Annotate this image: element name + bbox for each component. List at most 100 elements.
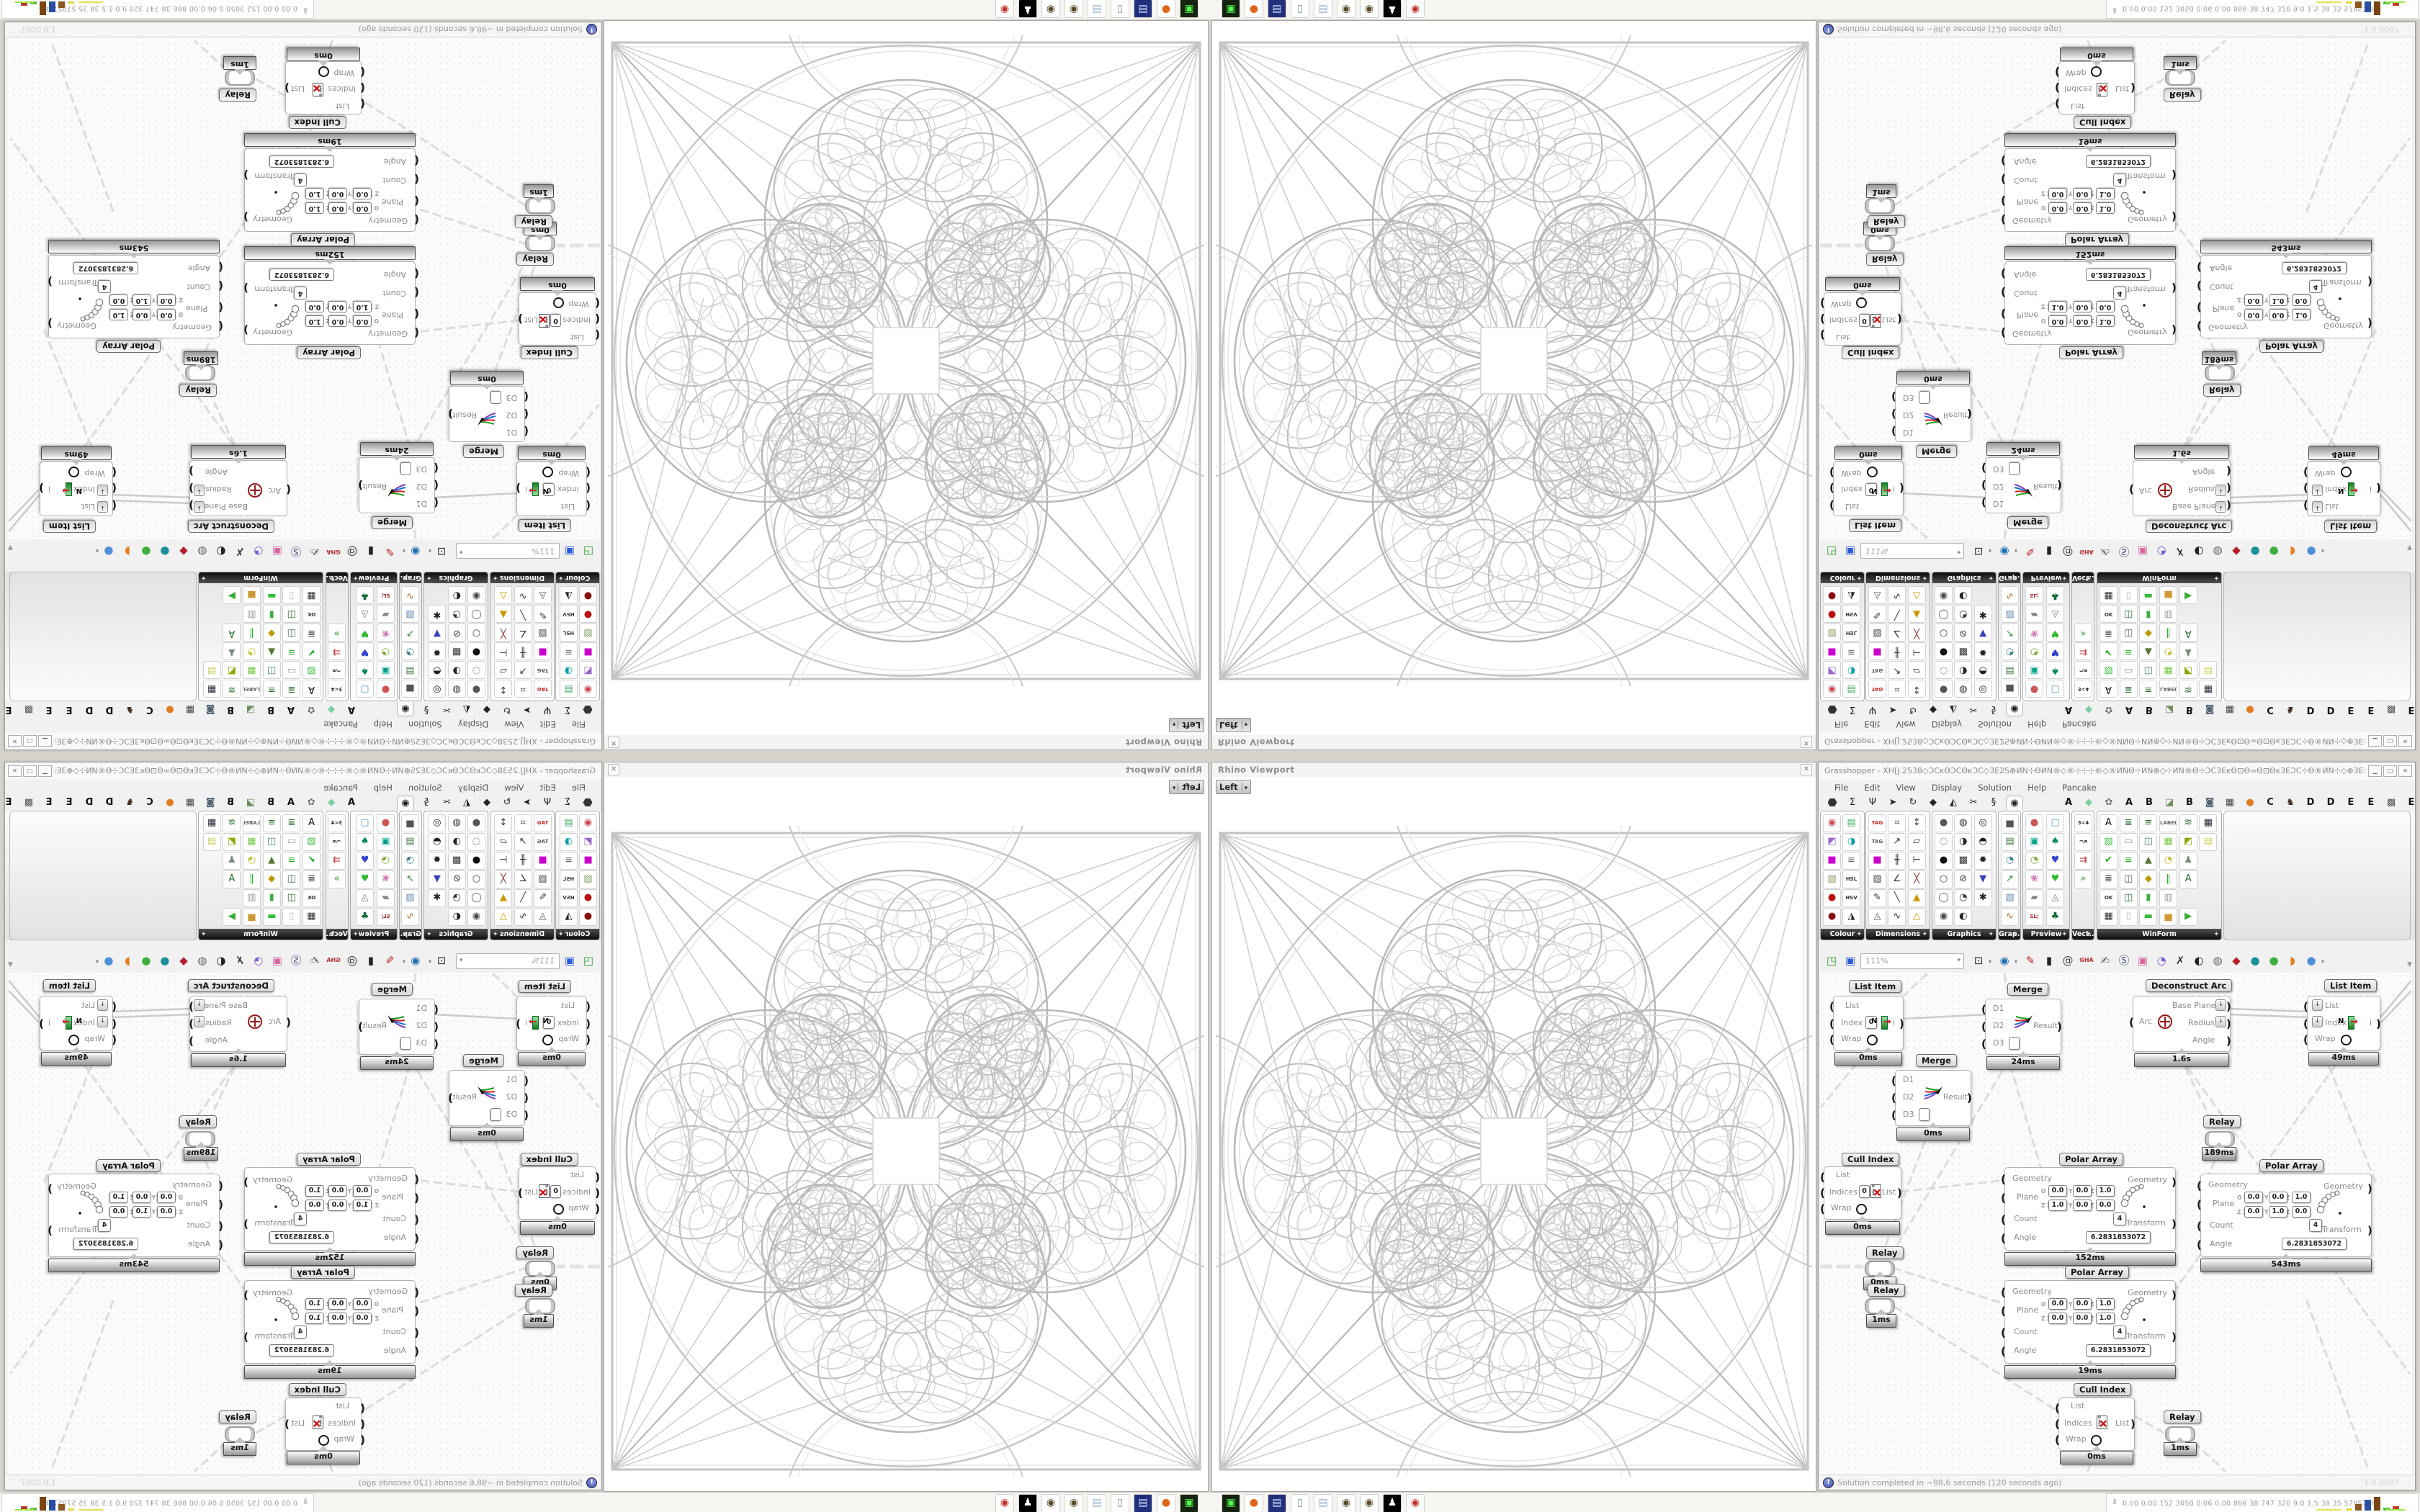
output-port[interactable]: ) [189, 482, 194, 495]
palette-icon[interactable]: SL; [377, 908, 395, 926]
addon-tab-14[interactable]: E [2347, 797, 2354, 808]
maximize-icon[interactable]: □ [23, 765, 37, 777]
value-box[interactable]: 4 [294, 287, 307, 300]
surface-tab[interactable]: ◆ [483, 797, 490, 808]
sphere-blue-icon[interactable]: ● [2306, 545, 2316, 558]
palette-icon[interactable]: ▬ [2139, 586, 2158, 604]
component-nickname-ci1[interactable]: Cull Index [1842, 1153, 1900, 1166]
output-port[interactable]: ) [2226, 1000, 2231, 1013]
palette-icon[interactable]: ▅ [2001, 680, 2019, 698]
input-port[interactable]: ( [2197, 301, 2202, 314]
palette-icon[interactable]: ♠ [2046, 661, 2064, 679]
palette-icon[interactable]: ▤ [401, 833, 419, 851]
palette-icon[interactable]: ✱ [1973, 605, 1992, 623]
value-box[interactable]: 0.0 [157, 1192, 176, 1203]
palette-icon[interactable]: 3<4 [2074, 680, 2092, 698]
open-file-icon[interactable]: ◳ [583, 545, 594, 558]
palette-icon[interactable]: ≡ [1842, 642, 1860, 660]
value-box[interactable]: 4 [2113, 1326, 2126, 1338]
minimize-icon[interactable]: ▁ [2368, 735, 2382, 747]
addon-tab-8[interactable]: ▦ [2225, 797, 2235, 808]
palette-icon[interactable]: ▰ [377, 889, 395, 907]
input-port[interactable]: ( [1891, 425, 1896, 438]
value-box[interactable] [400, 462, 411, 475]
palette-icon[interactable]: ▧ [401, 605, 419, 623]
input-port[interactable]: ( [414, 1173, 419, 1186]
value-box[interactable]: 6.2831853072 [2086, 156, 2151, 168]
palette-icon[interactable]: ▨ [302, 833, 321, 851]
palette-icon[interactable]: ⊢ [1907, 852, 1926, 870]
display-tab[interactable]: ◉ [397, 702, 414, 716]
palette-icon[interactable]: SL; [377, 586, 395, 604]
palette-icon[interactable]: ● [467, 814, 485, 832]
input-port[interactable]: ( [1981, 1003, 1986, 1016]
wrap-toggle[interactable] [68, 467, 79, 477]
palette-icon[interactable]: ▶ [223, 586, 241, 604]
palette-icon[interactable]: ◫ [2139, 833, 2158, 851]
script-icon[interactable]: ✍ [2100, 545, 2110, 558]
output-port[interactable]: ) [48, 317, 53, 330]
palette-icon[interactable]: ◔ [447, 605, 466, 623]
output-port[interactable]: ) [243, 282, 248, 294]
palette-icon[interactable]: ∿ [2001, 586, 2019, 604]
package-icon[interactable]: ▣ [2137, 954, 2148, 967]
wrap-toggle[interactable] [318, 1435, 329, 1446]
palette-group-label[interactable]: Grap.. ✦ [1999, 572, 2021, 583]
firefox-app-icon[interactable]: ● [1157, 1494, 1175, 1512]
palette-icon[interactable]: TAG [534, 661, 552, 679]
gem-icon[interactable]: ◆ [179, 954, 188, 967]
palette-icon[interactable]: ▦ [302, 586, 321, 604]
addon-tab-15[interactable]: E [45, 704, 53, 715]
menu-file[interactable]: File [571, 719, 586, 729]
search-icon[interactable]: Ⓢ [290, 954, 302, 967]
palette-icon[interactable]: ● [579, 605, 597, 623]
sets-tab[interactable]: Ψ [543, 704, 552, 715]
expand-icon[interactable]: ✦ [2086, 574, 2092, 581]
value-box[interactable]: 0.0 [2073, 202, 2092, 214]
input-port[interactable]: ( [218, 1238, 223, 1251]
close-icon[interactable]: ✕ [2398, 765, 2412, 777]
input-port[interactable]: ( [524, 1109, 529, 1122]
canvas-collapse-icon[interactable]: ▼ [2407, 544, 2412, 551]
palette-icon[interactable]: ↝ [2074, 661, 2092, 679]
wrap-toggle[interactable] [1867, 1035, 1878, 1045]
component-nickname-li1[interactable]: List Item [1849, 980, 1902, 993]
input-port[interactable]: ( [1829, 1017, 1834, 1030]
input-port[interactable]: ( [360, 1434, 365, 1446]
input-port[interactable]: ( [1891, 408, 1896, 420]
addon-tab-6[interactable]: B [227, 797, 234, 808]
palette-icon[interactable]: ▰ [2025, 889, 2043, 907]
input-port[interactable]: ( [1820, 1202, 1825, 1215]
component-nickname-rl189[interactable]: Relay [2203, 1115, 2241, 1128]
component-mg1[interactable]: ((() D1 D2 D3 Result [358, 999, 439, 1055]
menu-pancake[interactable]: Pancake [2062, 783, 2097, 793]
palette-icon[interactable]: ◉ [1823, 814, 1841, 832]
save-file-icon[interactable]: ▣ [1845, 954, 1856, 967]
palette-icon[interactable]: ◫ [262, 833, 281, 851]
curve-tab[interactable]: ↻ [1909, 797, 1917, 808]
input-port[interactable]: ( [2001, 1173, 2006, 1186]
palette-icon[interactable]: A [2179, 624, 2197, 642]
addon-tab-5[interactable]: ◪ [2164, 797, 2174, 808]
component-li2[interactable]: ((() ↓ ↓ List Index N → i Wrap [2303, 996, 2381, 1050]
gh-canvas[interactable]: List Item 0ms((() List Index 0 N → i Wrap Merge 24… [8, 973, 600, 1475]
input-port[interactable]: ( [1829, 1000, 1834, 1013]
component-nickname-pa1[interactable]: Polar Array [2059, 1153, 2123, 1166]
palette-icon[interactable]: ╫ [514, 852, 532, 870]
component-nickname-rl1a[interactable]: Relay [515, 215, 552, 228]
palette-icon[interactable]: ◔ [2159, 852, 2177, 870]
palette-icon[interactable]: ▤ [560, 680, 578, 698]
palette-icon[interactable]: ▶ [223, 908, 241, 926]
sphere-orange-icon[interactable]: ◗ [2290, 545, 2295, 558]
value-box[interactable]: 1.0 [2096, 315, 2115, 327]
preview-eye-icon[interactable]: ◉ [411, 954, 421, 967]
palette-icon[interactable]: ▨ [1868, 870, 1886, 888]
palette-icon[interactable]: ╳ [494, 624, 513, 642]
value-box[interactable]: 6.2831853072 [269, 1344, 334, 1356]
addon-tab-7[interactable]: ◙ [205, 797, 215, 808]
menu-view[interactable]: View [504, 783, 524, 793]
output-port[interactable]: ) [2130, 81, 2136, 94]
palette-icon[interactable]: ♥ [356, 642, 374, 660]
component-ci1[interactable]: ((() List Indices 0 0 1 2 × List Wrap [518, 292, 600, 346]
